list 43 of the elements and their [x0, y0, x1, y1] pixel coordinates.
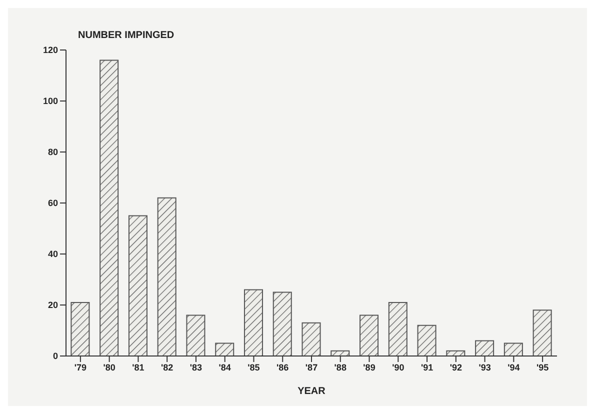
- x-tick-label: '83: [190, 362, 202, 372]
- bar: [215, 342, 234, 356]
- y-tick-label: 0: [52, 351, 58, 362]
- bar: [157, 197, 176, 356]
- bar: [504, 342, 523, 356]
- x-tick-label: '95: [536, 362, 549, 372]
- x-tick-label: '80: [103, 362, 116, 372]
- x-tick-label: '91: [420, 362, 434, 372]
- x-tick-label: '84: [218, 362, 231, 372]
- x-tick-label: '85: [248, 362, 260, 372]
- bar: [302, 322, 321, 356]
- bar: [128, 215, 148, 356]
- y-tick-label: 40: [48, 249, 58, 260]
- x-axis-title: YEAR: [298, 386, 326, 397]
- bar: [100, 60, 119, 356]
- y-tick-label: 80: [48, 147, 58, 158]
- y-tick-label: 120: [42, 45, 58, 56]
- y-tick-label: 20: [48, 300, 58, 310]
- bar: [446, 350, 466, 356]
- bar: [475, 340, 494, 356]
- y-tick-label: 100: [42, 96, 58, 106]
- x-tick-label: '90: [392, 362, 404, 372]
- x-tick-label: '88: [334, 362, 346, 372]
- x-tick-label: '86: [276, 362, 289, 372]
- y-axis-title: NUMBER IMPINGED: [78, 30, 174, 41]
- y-tick-label: 60: [48, 198, 58, 208]
- bar: [70, 302, 90, 356]
- bar: [532, 310, 552, 356]
- bar: [330, 350, 350, 356]
- bar: [244, 289, 263, 356]
- bar: [360, 314, 379, 356]
- x-tick-label: '93: [478, 362, 491, 372]
- x-tick-label: '89: [363, 362, 376, 372]
- bar: [417, 324, 436, 356]
- bar: [186, 314, 206, 356]
- x-tick-label: '92: [450, 362, 462, 372]
- x-tick-label: '94: [508, 362, 520, 372]
- x-tick-label: '81: [132, 362, 144, 372]
- x-tick-label: '87: [305, 362, 318, 372]
- x-tick-label: '82: [161, 362, 174, 372]
- bar: [388, 302, 408, 356]
- bar: [272, 292, 292, 356]
- x-tick-label: '79: [74, 362, 87, 372]
